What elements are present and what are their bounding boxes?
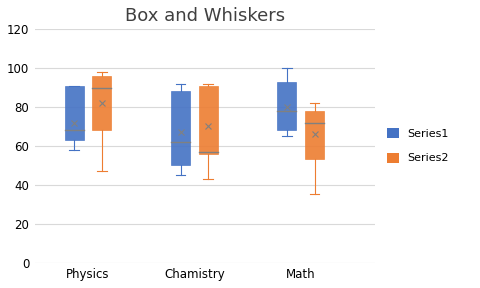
Legend: Series1, Series2: Series1, Series2 [384, 125, 451, 167]
Bar [277, 82, 296, 130]
Bar [64, 86, 84, 140]
Bar [198, 86, 217, 154]
Title: Box and Whiskers: Box and Whiskers [125, 7, 285, 25]
Bar [171, 92, 190, 165]
Bar [92, 76, 111, 130]
Bar [304, 111, 324, 160]
